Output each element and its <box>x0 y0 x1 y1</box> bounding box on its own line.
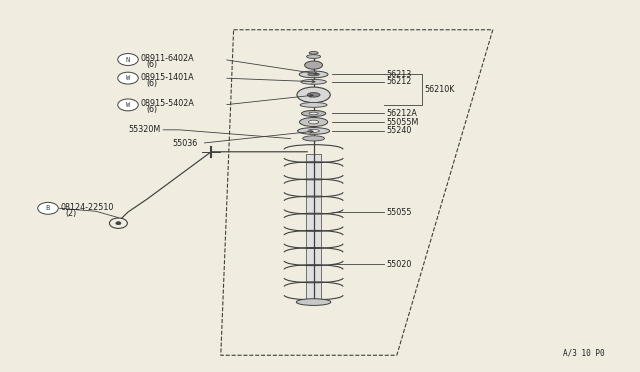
Circle shape <box>118 72 138 84</box>
Text: W: W <box>126 75 130 81</box>
Text: 55036: 55036 <box>173 139 198 148</box>
Text: (6): (6) <box>146 105 157 114</box>
Text: (6): (6) <box>146 60 157 69</box>
Text: 55240: 55240 <box>386 126 412 135</box>
Ellipse shape <box>296 299 331 305</box>
Text: W: W <box>126 102 130 108</box>
Text: 08915-1401A: 08915-1401A <box>141 73 195 81</box>
Circle shape <box>109 218 127 228</box>
Ellipse shape <box>301 110 326 116</box>
Ellipse shape <box>300 71 328 78</box>
Text: 55055: 55055 <box>386 208 412 217</box>
Circle shape <box>38 202 58 214</box>
Ellipse shape <box>308 73 319 76</box>
Ellipse shape <box>300 102 327 107</box>
Ellipse shape <box>309 112 318 115</box>
Ellipse shape <box>307 55 321 58</box>
Text: (2): (2) <box>65 209 77 218</box>
Text: 08911-6402A: 08911-6402A <box>141 54 195 63</box>
Text: 56212: 56212 <box>386 77 412 86</box>
Text: 55020: 55020 <box>386 260 412 269</box>
Ellipse shape <box>308 129 319 132</box>
Ellipse shape <box>307 93 320 97</box>
Ellipse shape <box>301 79 326 84</box>
Ellipse shape <box>298 128 330 134</box>
Text: B: B <box>46 205 50 211</box>
Circle shape <box>118 99 138 111</box>
Text: A/3 10 P0: A/3 10 P0 <box>563 348 605 357</box>
Circle shape <box>118 54 138 65</box>
Ellipse shape <box>303 136 324 141</box>
Text: 55320M: 55320M <box>128 125 160 134</box>
Text: N: N <box>126 57 130 62</box>
Text: 56210K: 56210K <box>424 85 454 94</box>
FancyBboxPatch shape <box>306 154 321 301</box>
Text: (6): (6) <box>146 79 157 88</box>
Text: 56212A: 56212A <box>386 109 417 118</box>
Ellipse shape <box>305 61 323 69</box>
Ellipse shape <box>309 51 318 54</box>
Circle shape <box>116 222 121 225</box>
Ellipse shape <box>297 87 330 103</box>
Ellipse shape <box>308 120 319 124</box>
Text: 55055M: 55055M <box>386 118 419 126</box>
Text: 08915-5402A: 08915-5402A <box>141 99 195 108</box>
Text: 08124-22510: 08124-22510 <box>61 203 114 212</box>
Text: 56213: 56213 <box>386 70 411 79</box>
Ellipse shape <box>300 118 328 126</box>
